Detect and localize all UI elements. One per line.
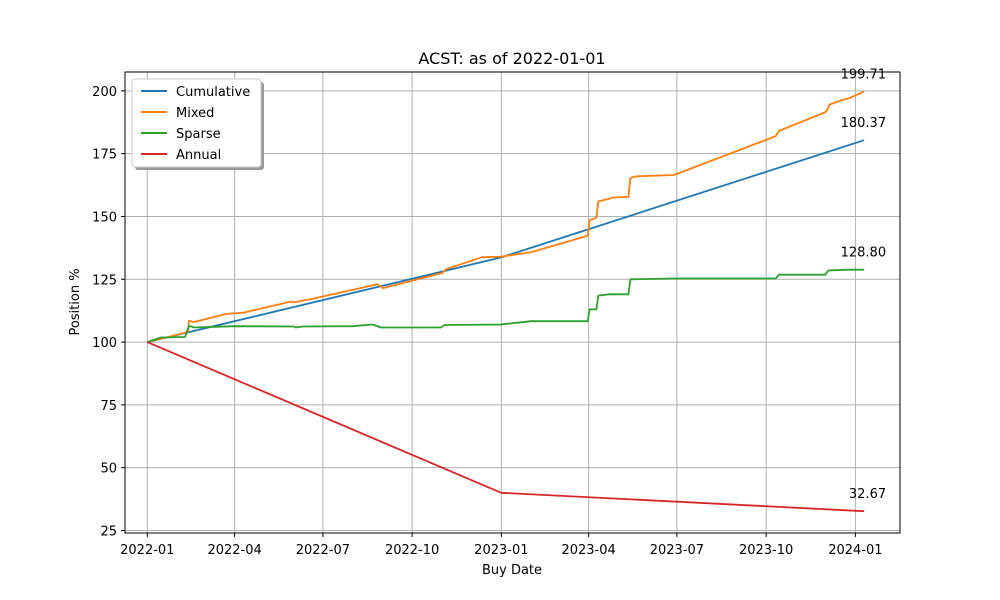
legend-label-sparse: Sparse <box>176 127 221 142</box>
legend: Cumulative Mixed Sparse Annual <box>131 78 264 170</box>
y-axis: 25 50 75 100 125 150 175 200 <box>92 85 125 539</box>
y-tick-label: 150 <box>92 210 117 225</box>
y-axis-label: Position % <box>68 268 83 335</box>
x-tick-label: 2023-04 <box>561 543 615 558</box>
x-tick-label: 2023-01 <box>474 543 528 558</box>
x-tick-label: 2022-10 <box>385 543 439 558</box>
y-tick-label: 100 <box>92 336 117 351</box>
end-label-sparse: 128.80 <box>841 246 887 261</box>
series-line-mixed <box>147 90 865 343</box>
series-line-cumulative <box>147 139 865 343</box>
x-axis-label: Buy Date <box>482 563 542 578</box>
plot-frame <box>124 71 901 534</box>
y-tick-label: 200 <box>92 85 117 100</box>
x-tick-label: 2022-04 <box>207 543 261 558</box>
x-tick-label: 2023-10 <box>739 543 793 558</box>
legend-label-annual: Annual <box>176 148 221 163</box>
legend-label-mixed: Mixed <box>176 106 214 121</box>
x-tick-label: 2024-01 <box>828 543 882 558</box>
x-axis: 2022-01 2022-04 2022-07 2022-10 2023-01 2023-… <box>120 533 883 558</box>
chart-title: ACST: as of 2022-01-01 <box>418 49 605 68</box>
x-tick-label: 2022-01 <box>120 543 174 558</box>
legend-items: Cumulative Mixed Sparse Annual <box>141 85 250 163</box>
end-label-cumulative: 180.37 <box>841 116 887 131</box>
end-label-annual: 32.67 <box>849 487 886 502</box>
y-tick-label: 125 <box>92 273 117 288</box>
legend-box <box>131 78 262 168</box>
y-tick-label: 75 <box>100 399 117 414</box>
x-tick-label: 2023-07 <box>650 543 704 558</box>
x-tick-label: 2022-07 <box>296 543 350 558</box>
y-tick-label: 50 <box>100 462 117 477</box>
end-labels: 180.37 199.71 128.80 32.67 <box>841 68 887 503</box>
series-line-annual <box>146 341 865 513</box>
y-tick-label: 25 <box>100 524 117 539</box>
end-label-mixed: 199.71 <box>841 68 887 83</box>
legend-label-cumulative: Cumulative <box>176 85 250 100</box>
series-lines <box>146 90 865 513</box>
series-line-sparse <box>147 268 865 343</box>
y-tick-label: 175 <box>92 148 117 163</box>
